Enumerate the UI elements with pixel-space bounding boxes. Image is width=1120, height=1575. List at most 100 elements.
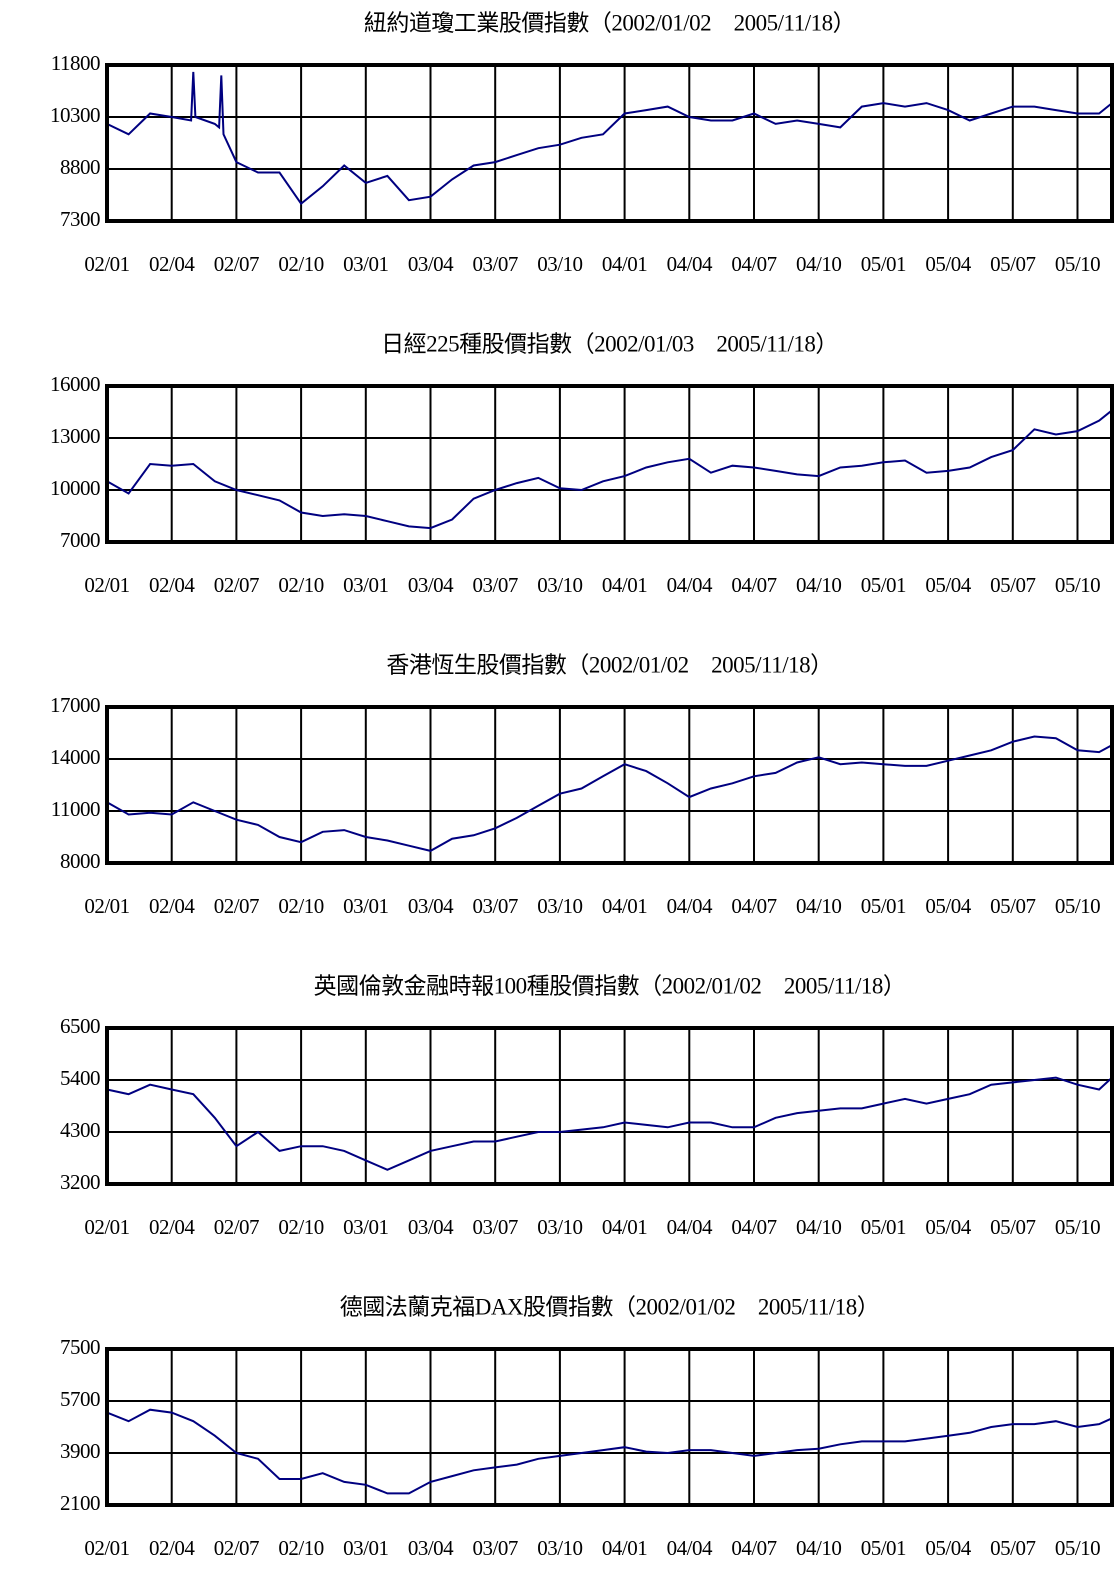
- x-tick-label: 03/10: [537, 1215, 582, 1239]
- x-tick-label: 03/04: [408, 894, 454, 918]
- x-tick-label: 02/10: [278, 894, 323, 918]
- plot-frame: [105, 384, 1114, 544]
- y-tick-label: 13000: [50, 424, 100, 448]
- x-tick-label: 05/04: [925, 1215, 971, 1239]
- x-tick-label: 03/01: [343, 894, 388, 918]
- x-tick-label: 03/04: [408, 1536, 454, 1560]
- plot-frame: [105, 1347, 1114, 1507]
- x-tick-label: 02/04: [149, 252, 195, 276]
- plot-frame: [105, 63, 1114, 223]
- x-tick-label: 02/07: [214, 1536, 259, 1560]
- x-tick-label: 05/04: [925, 573, 971, 597]
- x-tick-label: 03/10: [537, 573, 582, 597]
- chart-title: 紐約道瓊工業股價指數（2002/01/02 2005/11/18）: [364, 10, 855, 35]
- y-tick-label: 3200: [60, 1170, 100, 1194]
- x-tick-label: 02/10: [278, 1215, 323, 1239]
- x-tick-label: 04/01: [602, 252, 647, 276]
- x-tick-label: 05/01: [861, 1215, 906, 1239]
- x-tick-label: 05/01: [861, 894, 906, 918]
- x-tick-label: 04/04: [667, 894, 713, 918]
- y-tick-label: 3900: [60, 1439, 100, 1463]
- x-tick-label: 02/01: [84, 252, 129, 276]
- plot-frame: [105, 705, 1114, 865]
- x-tick-label: 02/04: [149, 1215, 195, 1239]
- x-tick-label: 02/04: [149, 573, 195, 597]
- x-tick-label: 05/04: [925, 1536, 971, 1560]
- y-tick-label: 5400: [60, 1066, 100, 1090]
- y-tick-label: 10300: [50, 103, 100, 127]
- x-tick-label: 05/04: [925, 252, 971, 276]
- x-tick-label: 05/04: [925, 894, 971, 918]
- x-tick-label: 04/07: [731, 894, 776, 918]
- x-tick-label: 05/10: [1055, 1215, 1100, 1239]
- plot-frame: [105, 1026, 1114, 1186]
- x-tick-label: 05/01: [861, 252, 906, 276]
- y-tick-label: 16000: [50, 372, 100, 396]
- x-tick-label: 03/04: [408, 1215, 454, 1239]
- y-tick-label: 17000: [50, 693, 100, 717]
- x-tick-label: 04/04: [667, 252, 713, 276]
- x-tick-label: 03/01: [343, 573, 388, 597]
- x-tick-label: 04/04: [667, 1215, 713, 1239]
- x-tick-label: 04/04: [667, 1536, 713, 1560]
- x-tick-label: 05/07: [990, 573, 1035, 597]
- series-line: [106, 71, 1113, 206]
- x-tick-label: 03/07: [473, 1215, 518, 1239]
- x-tick-label: 05/07: [990, 894, 1035, 918]
- x-tick-label: 02/04: [149, 1536, 195, 1560]
- x-tick-label: 02/10: [278, 1536, 323, 1560]
- x-tick-label: 03/01: [343, 1215, 388, 1239]
- x-tick-label: 05/07: [990, 252, 1035, 276]
- x-tick-label: 04/01: [602, 573, 647, 597]
- x-tick-label: 05/10: [1055, 1536, 1100, 1560]
- x-tick-label: 04/10: [796, 252, 841, 276]
- y-tick-label: 10000: [50, 476, 100, 500]
- x-tick-label: 05/01: [861, 1536, 906, 1560]
- x-tick-label: 02/01: [84, 1215, 129, 1239]
- chart-title: 香港恆生股價指數（2002/01/02 2005/11/18）: [386, 652, 832, 677]
- chart-title: 德國法蘭克福DAX股價指數（2002/01/02 2005/11/18）: [340, 1294, 880, 1319]
- series-line: [106, 1076, 1113, 1171]
- x-tick-label: 04/01: [602, 1536, 647, 1560]
- y-tick-label: 7000: [60, 528, 100, 552]
- series-line: [106, 409, 1113, 530]
- x-tick-label: 02/07: [214, 894, 259, 918]
- x-tick-label: 03/04: [408, 573, 454, 597]
- y-tick-label: 2100: [60, 1491, 100, 1515]
- x-tick-label: 03/07: [473, 894, 518, 918]
- x-tick-label: 04/04: [667, 573, 713, 597]
- x-tick-label: 03/10: [537, 894, 582, 918]
- y-tick-label: 11000: [51, 797, 100, 821]
- x-tick-label: 03/10: [537, 252, 582, 276]
- x-tick-label: 03/07: [473, 573, 518, 597]
- y-tick-label: 5700: [60, 1387, 100, 1411]
- x-tick-label: 04/01: [602, 1215, 647, 1239]
- x-tick-label: 02/07: [214, 573, 259, 597]
- x-tick-label: 04/10: [796, 1215, 841, 1239]
- chart-title: 日經225種股價指數（2002/01/03 2005/11/18）: [381, 331, 838, 356]
- x-tick-label: 04/10: [796, 573, 841, 597]
- y-tick-label: 4300: [60, 1118, 100, 1142]
- series-line: [106, 1408, 1113, 1495]
- chart-title: 英國倫敦金融時報100種股價指數（2002/01/02 2005/11/18）: [314, 973, 906, 998]
- x-tick-label: 02/01: [84, 1536, 129, 1560]
- y-tick-label: 8800: [60, 155, 100, 179]
- x-tick-label: 05/07: [990, 1215, 1035, 1239]
- x-tick-label: 02/01: [84, 894, 129, 918]
- x-tick-label: 02/10: [278, 252, 323, 276]
- y-tick-label: 6500: [60, 1014, 100, 1038]
- x-tick-label: 03/07: [473, 252, 518, 276]
- x-tick-label: 03/10: [537, 1536, 582, 1560]
- x-tick-label: 03/07: [473, 1536, 518, 1560]
- x-tick-label: 04/01: [602, 894, 647, 918]
- x-tick-label: 02/01: [84, 573, 129, 597]
- x-tick-label: 02/07: [214, 1215, 259, 1239]
- x-tick-label: 02/04: [149, 894, 195, 918]
- x-tick-label: 04/10: [796, 1536, 841, 1560]
- x-tick-label: 04/10: [796, 894, 841, 918]
- x-tick-label: 05/10: [1055, 252, 1100, 276]
- y-tick-label: 8000: [60, 849, 100, 873]
- series-line: [106, 735, 1113, 852]
- x-tick-label: 03/04: [408, 252, 454, 276]
